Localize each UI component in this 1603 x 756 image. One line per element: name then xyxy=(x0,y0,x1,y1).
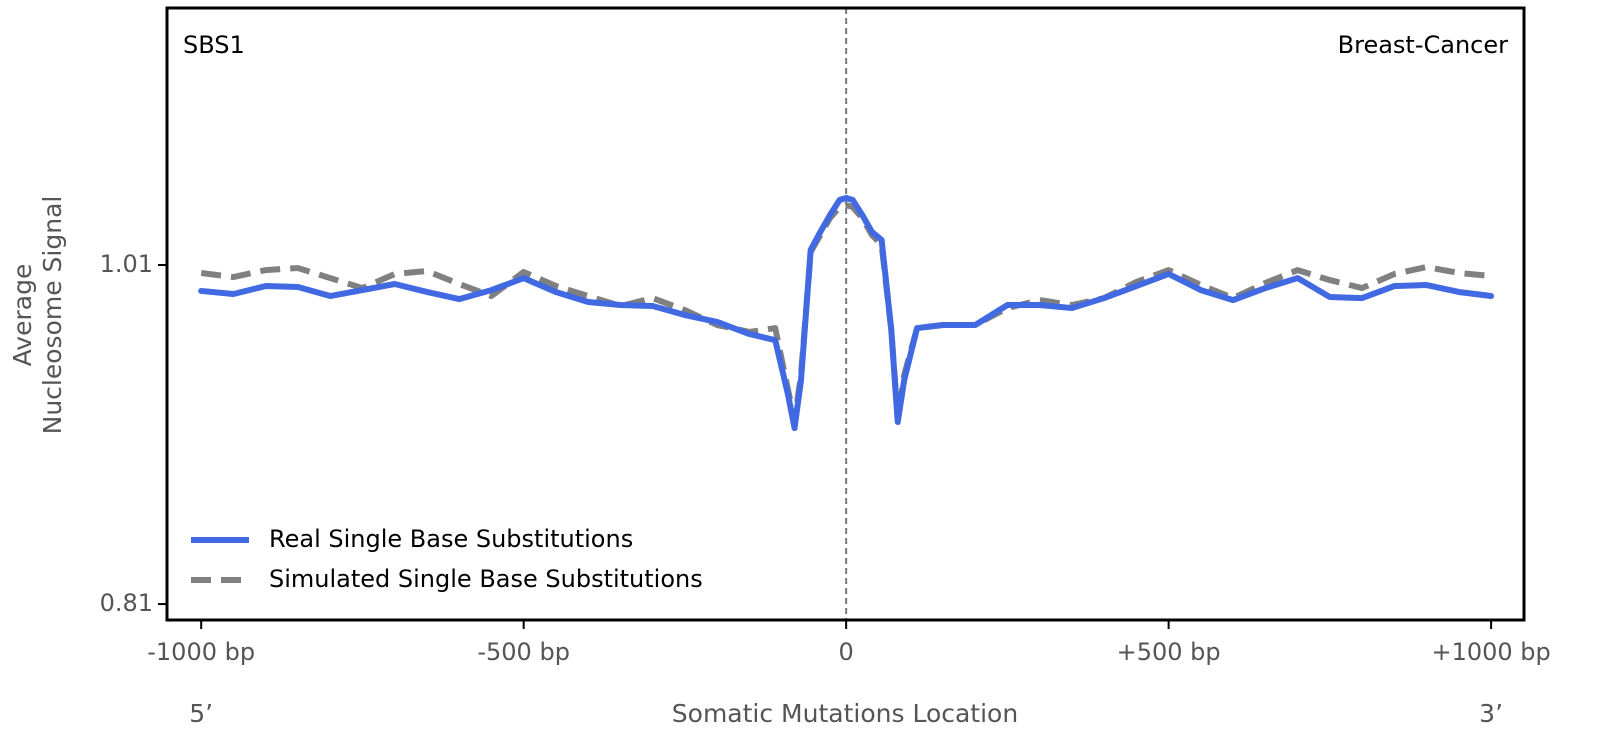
x-end-label: 5’ xyxy=(189,699,213,728)
series-line xyxy=(200,201,1492,424)
x-end-label: 3’ xyxy=(1479,699,1503,728)
x-tick-label: -1000 bp xyxy=(147,638,255,666)
x-tick-label: -500 bp xyxy=(477,638,570,666)
legend-label: Real Single Base Substitutions xyxy=(269,525,633,553)
y-axis-label: Average xyxy=(8,264,37,367)
series-line xyxy=(198,195,1495,432)
y-tick-label: 1.01 xyxy=(100,250,153,278)
chart-subtitle: Breast-Cancer xyxy=(1338,31,1508,59)
y-tick-label: 0.81 xyxy=(100,589,153,617)
x-tick-label: +500 bp xyxy=(1117,638,1221,666)
x-axis-label: Somatic Mutations Location xyxy=(672,699,1018,728)
legend-label: Simulated Single Base Substitutions xyxy=(269,565,703,593)
y-axis-label: Nucleosome Signal xyxy=(38,196,67,435)
chart-title: SBS1 xyxy=(183,31,245,59)
x-tick-label: 0 xyxy=(839,638,854,666)
x-tick-label: +1000 bp xyxy=(1431,638,1550,666)
plot-frame xyxy=(165,6,1526,622)
